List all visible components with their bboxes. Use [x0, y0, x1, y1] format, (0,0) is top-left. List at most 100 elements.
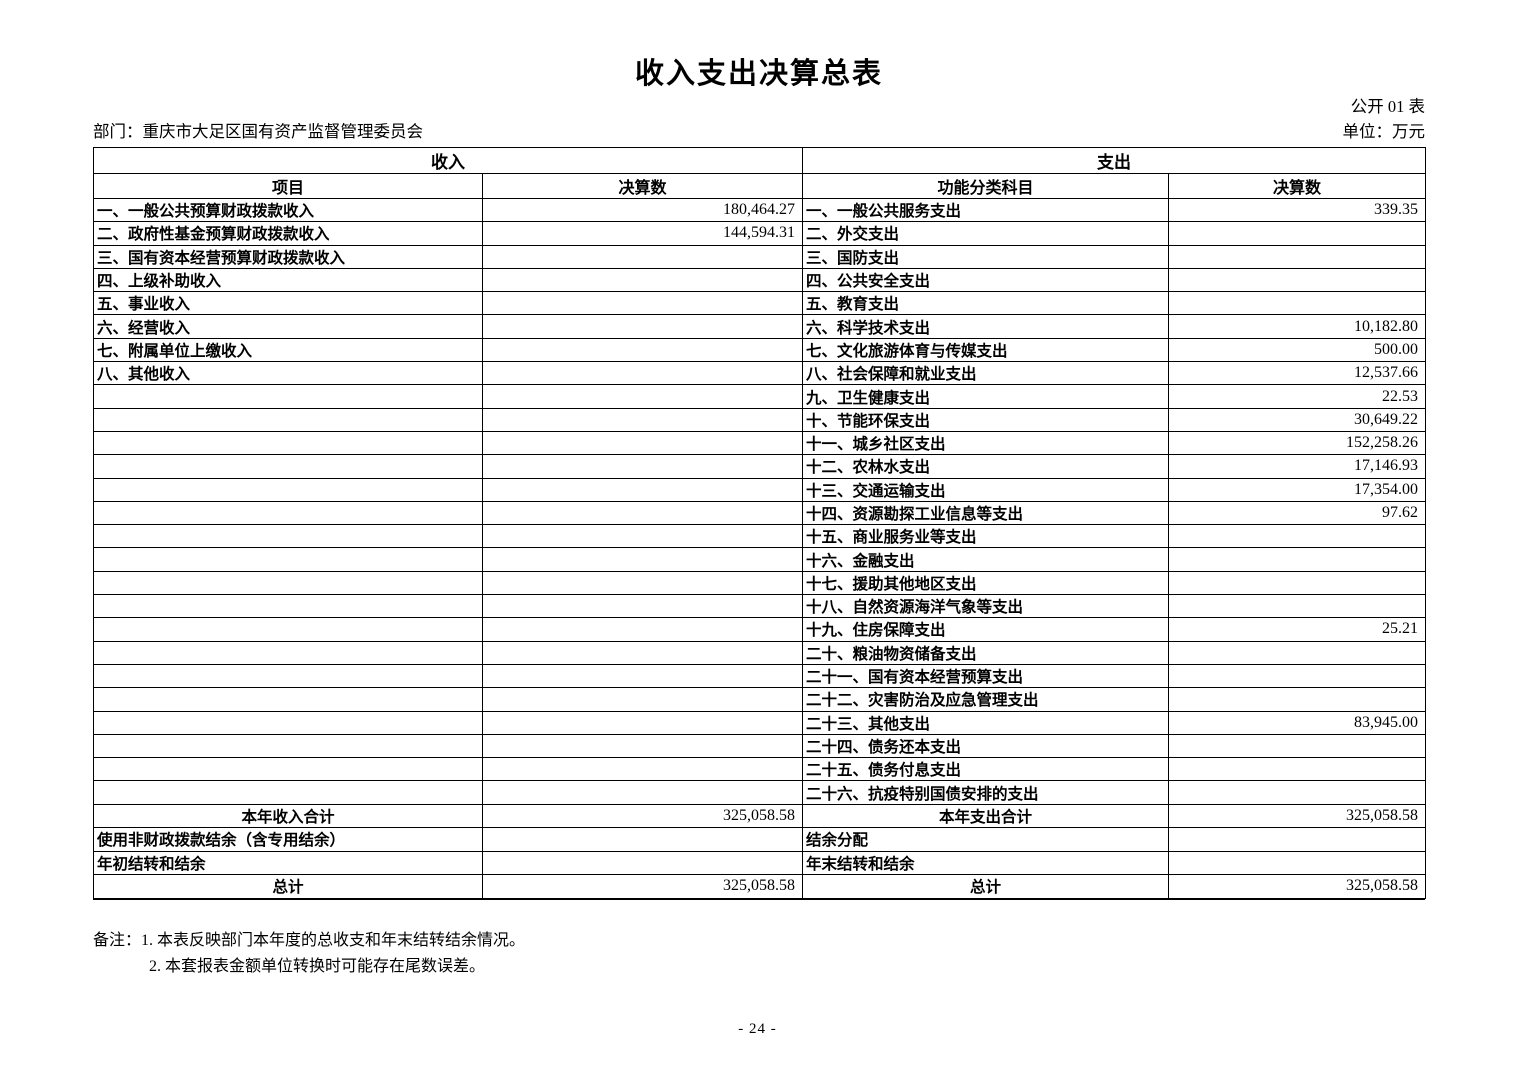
income-item-cell: 本年收入合计: [93, 803, 483, 829]
expense-item-cell: 九、卫生健康支出: [802, 384, 1169, 409]
income-item-cell: [93, 757, 483, 782]
income-value-cell: [482, 361, 803, 386]
expense-item-cell: 二十、粮油物资储备支出: [802, 640, 1169, 665]
table-row: 二十六、抗疫特别国债安排的支出: [93, 780, 1426, 805]
table-row: 七、附属单位上缴收入 七、文化旅游体育与传媒支出 500.00: [93, 337, 1426, 363]
table-row: 四、上级补助收入 四、公共安全支出: [93, 267, 1426, 293]
col-header-expense-function: 功能分类科目: [802, 173, 1169, 199]
col-header-income-amount: 决算数: [482, 173, 803, 199]
table-footer-row: 使用非财政拨款结余（含专用结余） 结余分配: [93, 827, 1426, 852]
table-row: 十九、住房保障支出 25.21: [93, 617, 1426, 642]
note-line-2: 2. 本套报表金额单位转换时可能存在尾数误差。: [149, 958, 486, 975]
income-value-cell: [482, 500, 803, 526]
expense-value-cell: 17,146.93: [1168, 454, 1426, 479]
table-row: 一、一般公共预算财政拨款收入 180,464.27 一、一般公共服务支出 339.35: [93, 197, 1426, 223]
table-code-label: 公开 01 表: [1350, 97, 1425, 116]
table-row: 十六、金融支出: [93, 547, 1426, 572]
table-row: 六、经营收入 六、科学技术支出 10,182.80: [93, 314, 1426, 339]
table-row: 二十五、债务付息支出: [93, 757, 1426, 782]
income-item-cell: [93, 500, 483, 526]
income-value-cell: [482, 337, 803, 363]
table-row: 九、卫生健康支出 22.53: [93, 384, 1426, 409]
income-item-cell: 一、一般公共预算财政拨款收入: [93, 197, 483, 223]
income-value-cell: [482, 291, 803, 316]
table-row: 十二、农林水支出 17,146.93: [93, 454, 1426, 479]
col-header-income-item: 项目: [93, 173, 483, 199]
table-bottom-double-rule: [93, 899, 1425, 900]
expense-value-cell: 339.35: [1168, 197, 1426, 223]
income-item-cell: [93, 687, 483, 712]
expense-item-cell: 四、公共安全支出: [802, 267, 1169, 293]
income-item-cell: 总计: [93, 874, 483, 899]
expense-value-cell: [1168, 547, 1426, 572]
income-value-cell: [482, 314, 803, 339]
expense-value-cell: [1168, 594, 1426, 619]
income-value-cell: [482, 430, 803, 456]
expense-item-cell: 二十二、灾害防治及应急管理支出: [802, 687, 1169, 712]
income-value-cell: [482, 547, 803, 572]
expense-value-cell: 325,058.58: [1168, 874, 1426, 899]
expense-value-cell: [1168, 780, 1426, 805]
income-item-cell: [93, 407, 483, 432]
expense-item-cell: 十二、农林水支出: [802, 454, 1169, 479]
expense-value-cell: 325,058.58: [1168, 803, 1426, 829]
income-item-cell: [93, 617, 483, 642]
income-item-cell: [93, 547, 483, 572]
income-value-cell: 144,594.31: [482, 221, 803, 246]
income-item-cell: [93, 524, 483, 549]
expense-value-cell: [1168, 733, 1426, 759]
income-item-cell: [93, 733, 483, 759]
income-item-cell: [93, 454, 483, 479]
expense-item-cell: 七、文化旅游体育与传媒支出: [802, 337, 1169, 363]
income-value-cell: [482, 594, 803, 619]
column-header-row: 项目 决算数 功能分类科目 决算数: [93, 173, 1426, 199]
expense-item-cell: 三、国防支出: [802, 244, 1169, 269]
col-header-expense-amount: 决算数: [1168, 173, 1426, 199]
table-row: 十七、援助其他地区支出: [93, 570, 1426, 596]
table-row: 十八、自然资源海洋气象等支出: [93, 594, 1426, 619]
expense-value-cell: [1168, 850, 1426, 876]
expense-value-cell: 500.00: [1168, 337, 1426, 363]
expense-item-cell: 年末结转和结余: [802, 850, 1169, 876]
expense-value-cell: [1168, 221, 1426, 246]
table-footer-row: 总计 325,058.58 总计 325,058.58: [93, 874, 1426, 899]
expense-value-cell: [1168, 687, 1426, 712]
income-item-cell: 七、附属单位上缴收入: [93, 337, 483, 363]
expense-item-cell: 二十四、债务还本支出: [802, 733, 1169, 759]
income-value-cell: 325,058.58: [482, 874, 803, 899]
income-value-cell: [482, 477, 803, 502]
expense-value-cell: 30,649.22: [1168, 407, 1426, 432]
table-row: 五、事业收入 五、教育支出: [93, 291, 1426, 316]
expense-item-cell: 二十五、债务付息支出: [802, 757, 1169, 782]
income-value-cell: [482, 757, 803, 782]
income-item-cell: [93, 640, 483, 665]
income-item-cell: [93, 710, 483, 735]
income-item-cell: 使用非财政拨款结余（含专用结余）: [93, 827, 483, 852]
note-line-1: 备注：1. 本表反映部门本年度的总收支和年末结转结余情况。: [93, 932, 526, 949]
expense-item-cell: 六、科学技术支出: [802, 314, 1169, 339]
income-item-cell: [93, 663, 483, 689]
expense-item-cell: 十一、城乡社区支出: [802, 430, 1169, 456]
expense-item-cell: 十七、援助其他地区支出: [802, 570, 1169, 596]
income-value-cell: [482, 244, 803, 269]
income-value-cell: [482, 827, 803, 852]
income-item-cell: 八、其他收入: [93, 361, 483, 386]
expense-value-cell: 10,182.80: [1168, 314, 1426, 339]
income-item-cell: [93, 780, 483, 805]
unit-label: 单位：万元: [1342, 122, 1426, 141]
expense-item-cell: 十三、交通运输支出: [802, 477, 1169, 502]
expense-value-cell: [1168, 827, 1426, 852]
expense-item-cell: 结余分配: [802, 827, 1169, 852]
expense-section-header: 支出: [802, 147, 1426, 174]
expense-item-cell: 二十一、国有资本经营预算支出: [802, 663, 1169, 689]
income-value-cell: [482, 617, 803, 642]
income-value-cell: [482, 407, 803, 432]
expense-item-cell: 十四、资源勘探工业信息等支出: [802, 500, 1169, 526]
table-row: 三、国有资本经营预算财政拨款收入 三、国防支出: [93, 244, 1426, 269]
income-item-cell: [93, 430, 483, 456]
table-footer-row: 年初结转和结余 年末结转和结余: [93, 850, 1426, 876]
income-value-cell: [482, 687, 803, 712]
income-item-cell: 三、国有资本经营预算财政拨款收入: [93, 244, 483, 269]
income-value-cell: 325,058.58: [482, 803, 803, 829]
table-footer-row: 本年收入合计 325,058.58 本年支出合计 325,058.58: [93, 803, 1426, 829]
